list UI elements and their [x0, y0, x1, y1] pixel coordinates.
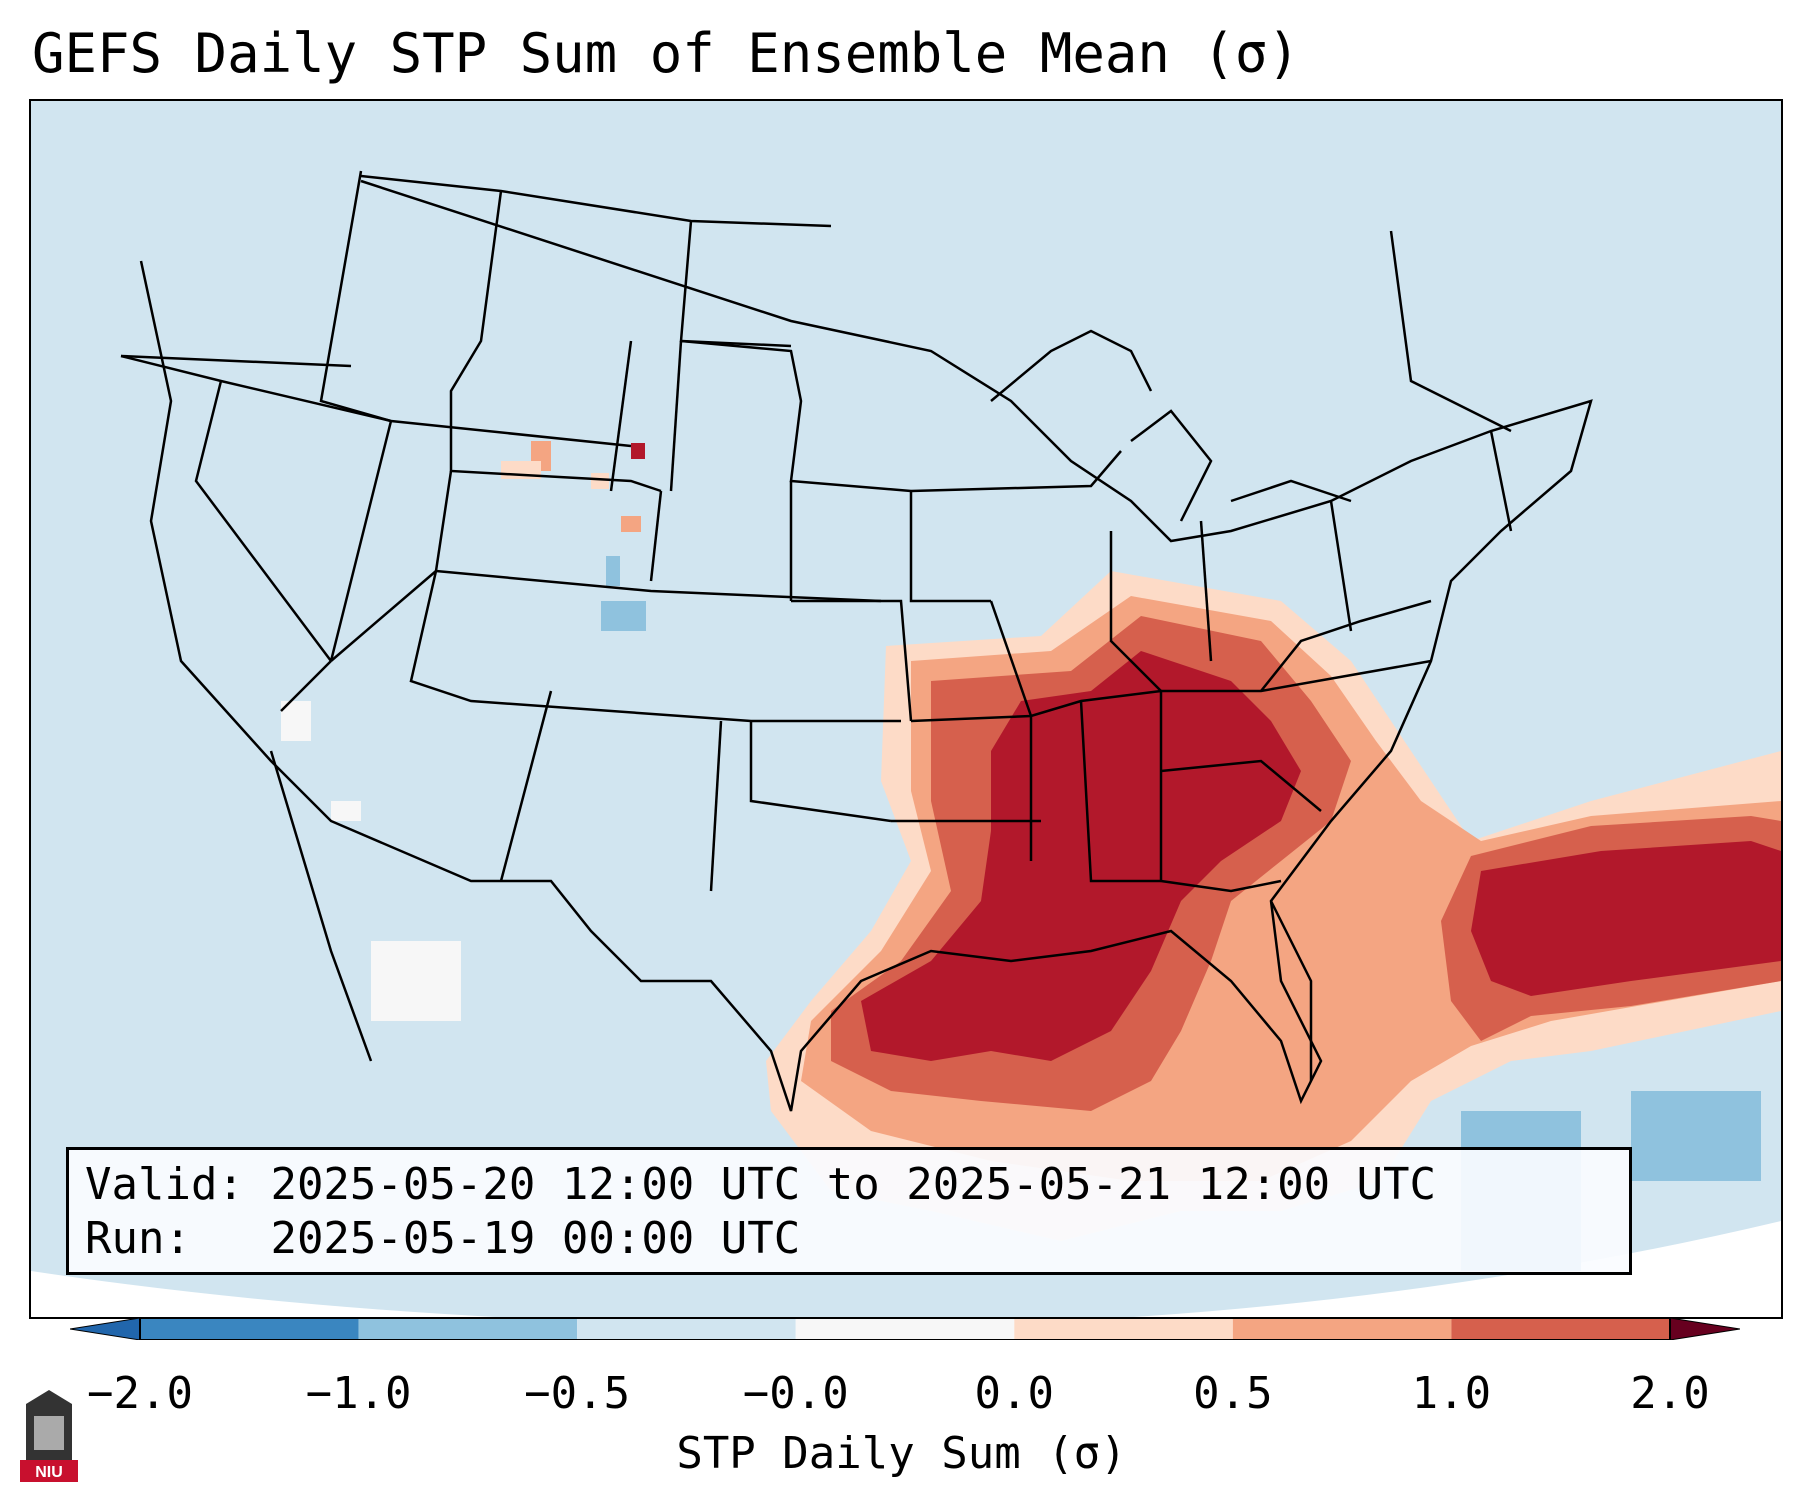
negative-pixel: [601, 601, 646, 631]
border: [709, 720, 723, 892]
negative-patch-atlantic: [1631, 1091, 1761, 1181]
neutral-patch: [331, 801, 361, 821]
colorbar-bin: [1451, 1318, 1670, 1340]
chart-title: GEFS Daily STP Sum of Ensemble Mean (σ): [32, 22, 1300, 85]
anomaly-pixel: [621, 516, 641, 532]
map-panel: [29, 99, 1783, 1319]
border: [330, 570, 437, 662]
colorbar-tick-label: −1.0: [305, 1368, 412, 1419]
border: [120, 354, 632, 448]
border: [319, 170, 392, 423]
great-lakes: [990, 329, 1153, 402]
border: [910, 659, 1432, 723]
border: [909, 491, 991, 603]
canada-border: [360, 174, 832, 228]
colorbar-tick-label: 0.5: [1193, 1368, 1273, 1419]
colorbar-tick-label: 1.0: [1411, 1368, 1492, 1419]
great-lakes: [1130, 409, 1213, 522]
colorbar-ticks: −2.0 −1.0 −0.5 −0.0 0.0 0.5 1.0 2.0: [0, 1368, 1803, 1428]
border: [409, 570, 901, 723]
colorbar-tick-label: −0.5: [524, 1368, 631, 1419]
border: [1079, 700, 1161, 883]
border: [1199, 520, 1213, 662]
border: [1160, 879, 1282, 893]
valid-value: 2025-05-20 12:00 UTC to 2025-05-21 12:00…: [270, 1159, 1437, 1210]
colorbar-bin: [140, 1318, 359, 1340]
us-outline: [139, 179, 1593, 1112]
colorbar-extend-high: [1669, 1318, 1740, 1340]
university-tower-icon: NIU: [20, 1390, 78, 1482]
border: [1489, 430, 1513, 532]
border: [499, 690, 553, 882]
border: [120, 354, 352, 368]
baja: [269, 750, 373, 1062]
border: [449, 190, 662, 493]
great-lakes: [1230, 479, 1352, 503]
valid-info-box: Valid: 2025-05-20 12:00 UTC to 2025-05-2…: [66, 1147, 1632, 1275]
anomaly-core: [861, 651, 1301, 1061]
border: [669, 340, 683, 492]
border: [434, 470, 882, 603]
colorbar: [70, 1318, 1740, 1340]
colorbar-tick-label: −2.0: [87, 1368, 193, 1419]
anomaly-pixel: [591, 473, 609, 489]
border: [194, 380, 332, 662]
anomaly-map: [31, 101, 1781, 1317]
neutral-patch: [371, 941, 461, 1021]
border: [1329, 500, 1353, 632]
colorbar-bin: [1014, 1318, 1233, 1340]
colorbar-tick-label: 0.0: [974, 1368, 1055, 1419]
run-value: 2025-05-19 00:00 UTC: [270, 1213, 801, 1264]
logo-text: NIU: [35, 1464, 63, 1481]
colorbar-bin: [795, 1318, 1015, 1340]
colorbar-bin: [1232, 1318, 1452, 1340]
boundaries: [120, 170, 1593, 1112]
florida: [1269, 900, 1313, 1081]
border: [649, 490, 663, 582]
border: [1260, 599, 1432, 692]
border: [1109, 531, 1162, 692]
border: [609, 340, 633, 492]
border: [791, 599, 913, 722]
valid-line: Valid: 2025-05-20 12:00 UTC to 2025-05-2…: [85, 1158, 1613, 1212]
canada-border: [1389, 230, 1512, 433]
anomaly-pixel: [631, 443, 645, 459]
valid-label: Valid:: [85, 1159, 244, 1210]
border: [680, 339, 912, 493]
colorbar-extend-low: [70, 1318, 141, 1340]
border: [989, 600, 1033, 717]
colorbar-tick-label: 2.0: [1630, 1368, 1710, 1419]
border: [1160, 759, 1322, 812]
colorbar-bin: [358, 1318, 578, 1340]
colorbar-tick-label: −0.0: [742, 1368, 849, 1419]
border: [910, 450, 1122, 493]
run-line: Run: 2025-05-19 00:00 UTC: [85, 1212, 1613, 1266]
colorbar-bin: [577, 1318, 796, 1340]
projection-edge: [31, 1221, 1781, 1317]
anomaly-core-atlantic: [1471, 841, 1781, 996]
run-label: Run:: [85, 1213, 191, 1264]
border: [280, 660, 332, 712]
border: [329, 420, 393, 662]
negative-pixel: [606, 556, 620, 586]
colorbar-label: STP Daily Sum (σ): [676, 1428, 1127, 1479]
border: [749, 721, 892, 823]
